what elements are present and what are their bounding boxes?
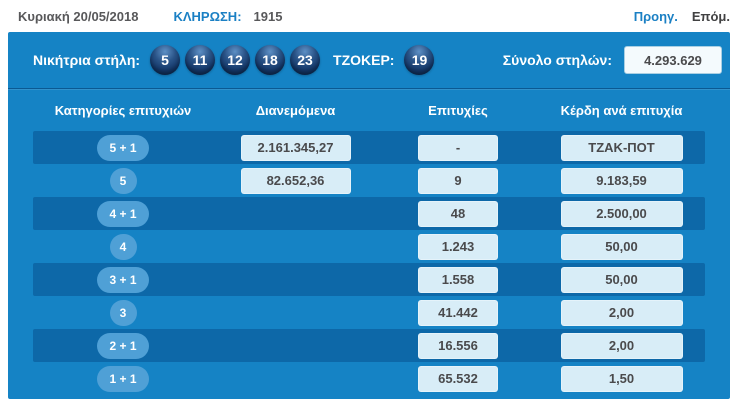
winning-numbers: 5 11 12 18 23 bbox=[150, 45, 325, 75]
winners-cell: 48 bbox=[378, 200, 538, 227]
number-ball: 5 bbox=[150, 45, 181, 75]
winners-value: 41.442 bbox=[418, 299, 498, 326]
table-row: 1 + 1 65.532 1,50 bbox=[33, 362, 705, 395]
total-columns-label: Σύνολο στηλών: bbox=[502, 52, 612, 68]
topbar: Κυριακή 20/05/2018 ΚΛΗΡΩΣΗ: 1915 Προηγ. … bbox=[0, 0, 738, 32]
column-header: Επιτυχίες bbox=[428, 102, 488, 118]
category-pill: 1 + 1 bbox=[97, 365, 149, 392]
distributed-value: 82.652,36 bbox=[240, 167, 351, 194]
prize-value: 50,00 bbox=[560, 233, 683, 260]
total-columns-value: 4.293.629 bbox=[624, 46, 722, 74]
category-pill: 2 + 1 bbox=[97, 332, 149, 359]
table-row: 3 + 1 1.558 50,00 bbox=[33, 263, 705, 296]
prize-value: 50,00 bbox=[560, 266, 683, 293]
draw-date: Κυριακή 20/05/2018 bbox=[18, 8, 139, 24]
winners-cell: 1.558 bbox=[378, 266, 538, 293]
prize-cell: 50,00 bbox=[538, 233, 705, 260]
category-pill: 5 bbox=[109, 167, 137, 194]
prize-cell: ΤΖΑΚ-ΠΟΤ bbox=[538, 134, 705, 161]
category-cell: 3 bbox=[33, 299, 213, 326]
results-table: Κατηγορίες επιτυχιών Διανεμόμενα Επιτυχίες… bbox=[8, 89, 730, 395]
winners-cell: 41.442 bbox=[378, 299, 538, 326]
category-pill: 4 bbox=[109, 233, 137, 260]
number-ball: 12 bbox=[220, 45, 251, 75]
winners-cell: 1.243 bbox=[378, 233, 538, 260]
number-ball: 11 bbox=[185, 45, 216, 75]
table-row: 4 + 1 48 2.500,00 bbox=[33, 197, 705, 230]
next-draw-link[interactable]: Επόμ. bbox=[691, 8, 730, 24]
previous-draw-link[interactable]: Προηγ. bbox=[633, 8, 678, 24]
winners-value: 1.558 bbox=[418, 266, 498, 293]
table-header-row: Κατηγορίες επιτυχιών Διανεμόμενα Επιτυχίες… bbox=[33, 89, 705, 131]
category-cell: 4 + 1 bbox=[33, 200, 213, 227]
category-cell: 5 + 1 bbox=[33, 134, 213, 161]
prize-cell: 1,50 bbox=[538, 365, 705, 392]
table-row: 5 + 1 2.161.345,27 - ΤΖΑΚ-ΠΟΤ bbox=[33, 131, 705, 164]
number-ball: 23 bbox=[290, 45, 321, 75]
prize-cell: 9.183,59 bbox=[538, 167, 705, 194]
winning-numbers-row: Νικήτρια στήλη: 5 11 12 18 23 ΤΖΟΚΕΡ: 19 Σύν… bbox=[8, 32, 730, 89]
joker-label: ΤΖΟΚΕΡ: bbox=[333, 52, 395, 68]
category-pill: 5 + 1 bbox=[97, 134, 149, 161]
category-cell: 4 bbox=[33, 233, 213, 260]
table-row: 5 82.652,36 9 9.183,59 bbox=[33, 164, 705, 197]
distributed-cell: 2.161.345,27 bbox=[213, 134, 378, 161]
winners-value: 65.532 bbox=[418, 365, 498, 392]
column-header: Κέρδη ανά επιτυχία bbox=[560, 102, 683, 118]
winners-value: 16.556 bbox=[418, 332, 498, 359]
winners-value: 1.243 bbox=[418, 233, 498, 260]
category-cell: 5 bbox=[33, 167, 213, 194]
category-pill: 3 bbox=[109, 299, 137, 326]
column-header: Κατηγορίες επιτυχιών bbox=[54, 102, 192, 118]
table-row: 2 + 1 16.556 2,00 bbox=[33, 329, 705, 362]
prize-cell: 2,00 bbox=[538, 332, 705, 359]
category-cell: 2 + 1 bbox=[33, 332, 213, 359]
prize-value: 9.183,59 bbox=[560, 167, 683, 194]
winners-cell: - bbox=[378, 134, 538, 161]
prize-cell: 50,00 bbox=[538, 266, 705, 293]
category-pill: 4 + 1 bbox=[97, 200, 149, 227]
column-header: Διανεμόμενα bbox=[255, 102, 336, 118]
draw-label: ΚΛΗΡΩΣΗ: bbox=[173, 8, 242, 24]
winners-cell: 9 bbox=[378, 167, 538, 194]
prize-cell: 2,00 bbox=[538, 299, 705, 326]
table-row: 3 41.442 2,00 bbox=[33, 296, 705, 329]
category-cell: 1 + 1 bbox=[33, 365, 213, 392]
table-row: 4 1.243 50,00 bbox=[33, 230, 705, 263]
prize-value: 2,00 bbox=[560, 332, 683, 359]
distributed-cell: 82.652,36 bbox=[213, 167, 378, 194]
prize-value: ΤΖΑΚ-ΠΟΤ bbox=[560, 134, 683, 161]
prize-cell: 2.500,00 bbox=[538, 200, 705, 227]
prize-value: 2.500,00 bbox=[560, 200, 683, 227]
prize-value: 1,50 bbox=[560, 365, 683, 392]
category-pill: 3 + 1 bbox=[97, 266, 149, 293]
category-cell: 3 + 1 bbox=[33, 266, 213, 293]
table-body: 5 + 1 2.161.345,27 - ΤΖΑΚ-ΠΟΤ 5 82.652,36 9 9.1… bbox=[33, 131, 705, 395]
winners-value: 9 bbox=[418, 167, 498, 194]
winners-cell: 16.556 bbox=[378, 332, 538, 359]
winners-value: 48 bbox=[418, 200, 498, 227]
joker-ball: 19 bbox=[404, 45, 435, 75]
distributed-value: 2.161.345,27 bbox=[240, 134, 351, 161]
prize-value: 2,00 bbox=[560, 299, 683, 326]
number-ball: 18 bbox=[255, 45, 286, 75]
draw-number: 1915 bbox=[253, 8, 283, 24]
winners-value: - bbox=[418, 134, 498, 161]
winning-column-label: Νικήτρια στήλη: bbox=[33, 52, 141, 68]
winners-cell: 65.532 bbox=[378, 365, 538, 392]
results-panel: Νικήτρια στήλη: 5 11 12 18 23 ΤΖΟΚΕΡ: 19 Σύν… bbox=[8, 32, 730, 399]
